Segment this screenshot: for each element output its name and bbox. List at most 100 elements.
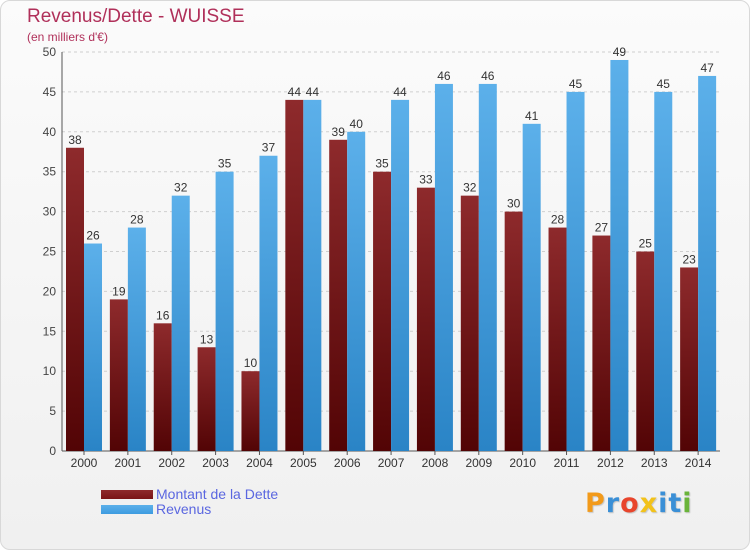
data-label-debt: 27 [595, 221, 609, 235]
y-tick-label: 0 [49, 444, 56, 458]
logo-letter: r [605, 488, 621, 519]
bar-revenus [698, 75, 717, 451]
y-tick-label: 10 [43, 364, 57, 378]
data-label-debt: 23 [682, 252, 696, 266]
y-tick-label: 5 [49, 404, 56, 418]
bar-debt [197, 347, 216, 451]
y-tick-label: 40 [43, 125, 57, 139]
x-tick-label: 2010 [509, 456, 536, 470]
logo-letter: P [585, 488, 606, 519]
bar-debt [548, 227, 567, 451]
data-label-revenus: 44 [393, 85, 407, 99]
bar-debt [504, 211, 523, 451]
data-label-debt: 28 [551, 213, 565, 227]
data-label-revenus: 45 [657, 77, 671, 91]
chart-subtitle: (en milliers d'€) [27, 30, 108, 44]
x-tick-label: 2002 [158, 456, 185, 470]
bar-revenus [84, 243, 102, 451]
data-label-revenus: 41 [525, 109, 539, 123]
logo-letter: t [668, 488, 683, 519]
data-label-revenus: 32 [174, 181, 188, 195]
data-label-debt: 19 [112, 284, 126, 298]
data-label-debt: 30 [507, 197, 521, 211]
legend-label-debt: Montant de la Dette [156, 486, 279, 502]
bar-revenus [391, 99, 410, 451]
logo-letter: o [620, 488, 640, 519]
y-tick-label: 50 [43, 45, 57, 59]
bar-revenus [215, 171, 234, 451]
x-tick-label: 2001 [115, 456, 142, 470]
bar-revenus [522, 123, 541, 451]
data-label-revenus: 49 [613, 45, 627, 59]
bar-revenus [434, 83, 453, 452]
bar-debt [416, 187, 435, 451]
data-label-revenus: 44 [306, 85, 320, 99]
x-tick-label: 2007 [378, 456, 405, 470]
bar-revenus [610, 59, 629, 451]
y-tick-label: 30 [43, 205, 57, 219]
data-label-debt: 39 [332, 125, 346, 139]
logo-letter: i [682, 488, 693, 519]
x-tick-label: 2006 [334, 456, 361, 470]
bar-debt [329, 139, 348, 451]
bar-revenus [303, 99, 322, 451]
bar-revenus [347, 131, 366, 452]
bar-revenus [171, 195, 190, 451]
bar-revenus [566, 91, 585, 452]
data-label-debt: 44 [288, 85, 302, 99]
x-tick-label: 2004 [246, 456, 273, 470]
x-tick-label: 2011 [554, 456, 580, 470]
data-label-debt: 35 [375, 157, 389, 171]
legend-label-revenus: Revenus [156, 501, 212, 517]
x-tick-label: 2000 [71, 456, 98, 470]
bar-debt [373, 171, 392, 451]
data-label-debt: 13 [200, 332, 214, 346]
y-tick-label: 20 [43, 284, 57, 298]
data-label-revenus: 26 [86, 229, 100, 243]
legend-swatch-revenus [101, 505, 153, 514]
bar-debt [241, 371, 260, 451]
bar-revenus [478, 83, 497, 452]
bar-revenus [654, 91, 673, 452]
bar-debt [66, 147, 84, 451]
bar-debt [636, 251, 655, 451]
data-label-debt: 38 [68, 133, 82, 147]
y-tick-label: 35 [43, 165, 57, 179]
data-label-debt: 25 [639, 237, 653, 251]
proxiti-logo: Proxiti [585, 488, 693, 519]
bar-debt [153, 323, 172, 451]
data-label-revenus: 37 [262, 141, 276, 155]
data-label-debt: 16 [156, 308, 170, 322]
y-tick-label: 45 [43, 85, 57, 99]
logo-letter: x [639, 488, 659, 519]
chart-title: Revenus/Dette - WUISSE [27, 6, 245, 27]
bar-revenus [259, 155, 278, 452]
bar-debt [592, 235, 611, 451]
data-label-debt: 33 [419, 173, 433, 187]
bar-debt [460, 195, 479, 451]
data-label-revenus: 40 [350, 117, 364, 131]
data-label-revenus: 46 [437, 69, 451, 83]
data-label-debt: 10 [244, 356, 258, 370]
x-tick-label: 2013 [641, 456, 668, 470]
data-label-debt: 32 [463, 181, 477, 195]
logo-letter: i [658, 488, 669, 519]
x-tick-label: 2005 [290, 456, 317, 470]
y-tick-label: 25 [43, 245, 57, 259]
bar-debt [109, 299, 128, 451]
x-tick-label: 2014 [685, 456, 712, 470]
x-tick-label: 2003 [202, 456, 229, 470]
bar-revenus [127, 227, 146, 451]
data-label-revenus: 46 [481, 69, 495, 83]
bar-debt [285, 99, 304, 451]
x-tick-label: 2012 [597, 456, 624, 470]
data-label-revenus: 47 [700, 61, 714, 75]
legend-swatch-debt [101, 490, 153, 499]
data-label-revenus: 28 [130, 213, 144, 227]
bar-debt [680, 267, 699, 451]
data-label-revenus: 45 [569, 77, 583, 91]
x-tick-label: 2009 [465, 456, 492, 470]
data-label-revenus: 35 [218, 157, 232, 171]
